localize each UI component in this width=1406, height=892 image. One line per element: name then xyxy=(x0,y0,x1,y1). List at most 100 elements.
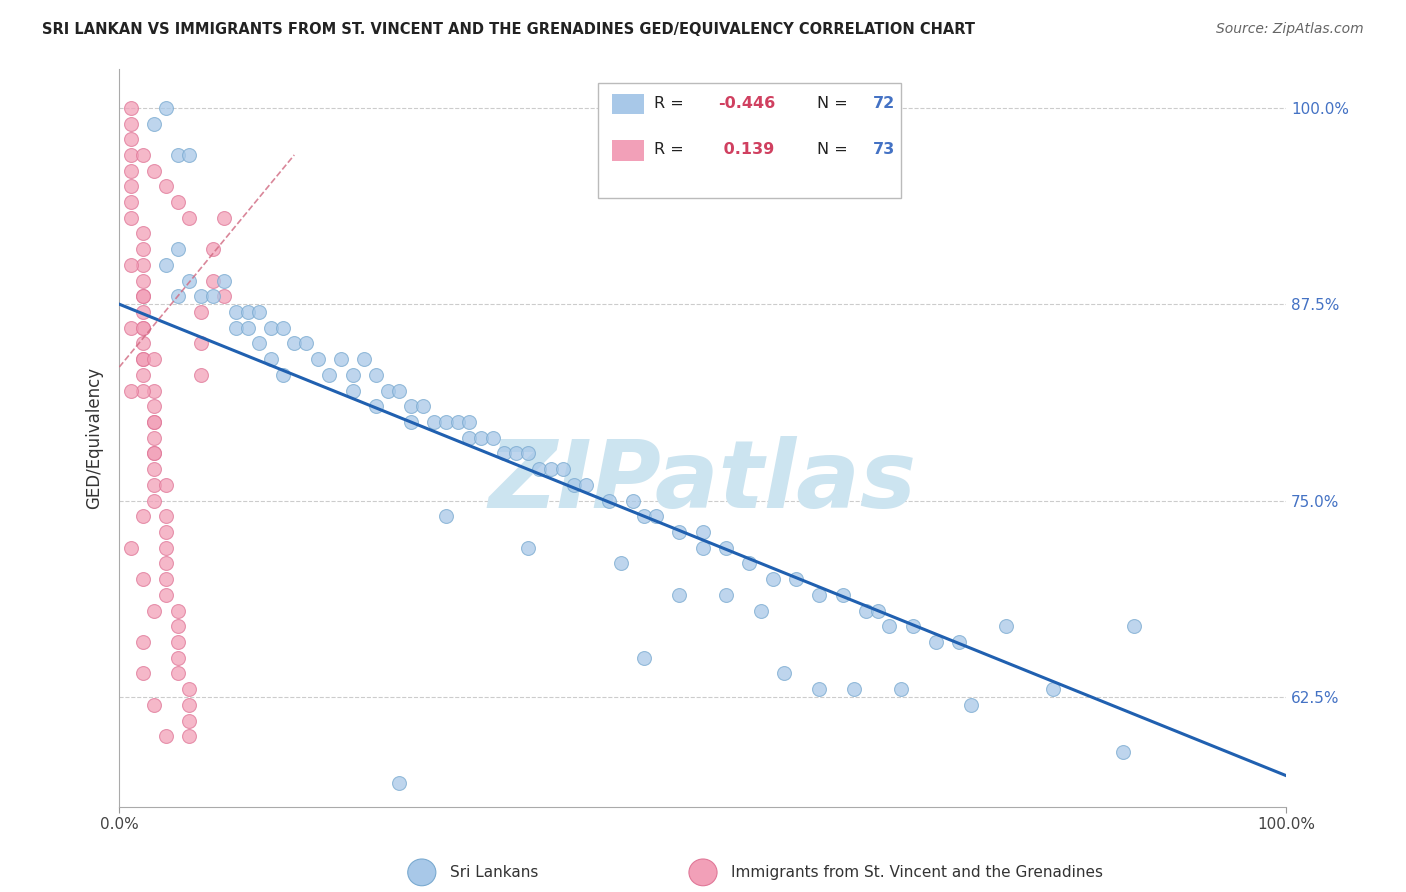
Point xyxy=(190,336,212,351)
Point xyxy=(214,289,236,303)
Point xyxy=(225,320,247,334)
Point xyxy=(143,446,166,460)
Text: 0.139: 0.139 xyxy=(718,142,775,157)
Point xyxy=(446,415,468,429)
Point xyxy=(808,588,831,602)
Point xyxy=(1111,745,1133,759)
Point xyxy=(668,588,690,602)
Point xyxy=(505,446,527,460)
Point xyxy=(925,635,948,649)
Point xyxy=(388,776,411,790)
Point xyxy=(190,305,212,319)
Text: Source: ZipAtlas.com: Source: ZipAtlas.com xyxy=(1216,22,1364,37)
Point xyxy=(120,132,142,146)
Point xyxy=(645,509,668,524)
Point xyxy=(610,557,633,571)
Point xyxy=(960,698,983,712)
Point xyxy=(179,698,201,712)
Point xyxy=(155,509,177,524)
Point xyxy=(131,509,153,524)
Point xyxy=(143,462,166,476)
Point xyxy=(190,289,212,303)
Text: 73: 73 xyxy=(873,142,896,157)
Point xyxy=(855,604,877,618)
Point xyxy=(143,384,166,398)
Point xyxy=(633,650,655,665)
Point xyxy=(458,415,481,429)
Point xyxy=(166,195,188,210)
Point xyxy=(179,714,201,728)
Point xyxy=(143,116,166,130)
Point xyxy=(131,274,153,288)
Point xyxy=(948,635,970,649)
Point xyxy=(749,604,772,618)
Point xyxy=(714,588,737,602)
Point xyxy=(143,493,166,508)
Text: N =: N = xyxy=(817,142,853,157)
Text: R =: R = xyxy=(654,142,689,157)
Point xyxy=(342,384,364,398)
Point xyxy=(692,524,714,539)
Point xyxy=(808,682,831,697)
Point xyxy=(166,619,188,633)
Point xyxy=(131,258,153,272)
Point xyxy=(155,258,177,272)
Point xyxy=(1123,619,1146,633)
Point xyxy=(120,101,142,115)
Point xyxy=(131,320,153,334)
Point xyxy=(179,682,201,697)
Point xyxy=(260,320,283,334)
Point xyxy=(166,666,188,681)
Point xyxy=(364,368,387,382)
Point xyxy=(120,384,142,398)
Point xyxy=(214,211,236,225)
Point xyxy=(494,446,516,460)
Point xyxy=(131,368,153,382)
Point xyxy=(201,289,224,303)
Point xyxy=(120,258,142,272)
Text: ZIPatlas: ZIPatlas xyxy=(488,436,917,528)
Point xyxy=(481,431,503,445)
FancyBboxPatch shape xyxy=(612,140,644,161)
Point xyxy=(131,242,153,256)
Point xyxy=(120,163,142,178)
Point xyxy=(131,635,153,649)
Point xyxy=(388,384,411,398)
Point xyxy=(143,478,166,492)
Point xyxy=(283,336,305,351)
Point xyxy=(318,368,340,382)
Point xyxy=(844,682,866,697)
Point xyxy=(633,509,655,524)
Point xyxy=(529,462,551,476)
Point xyxy=(166,242,188,256)
Point xyxy=(131,666,153,681)
Point xyxy=(540,462,562,476)
Point xyxy=(516,446,538,460)
Point xyxy=(329,352,352,367)
Point xyxy=(166,289,188,303)
Point xyxy=(131,572,153,586)
Point xyxy=(307,352,329,367)
Point xyxy=(866,604,889,618)
Point xyxy=(342,368,364,382)
Point xyxy=(668,524,690,539)
Point xyxy=(120,148,142,162)
Point xyxy=(131,289,153,303)
Point xyxy=(143,698,166,712)
Point xyxy=(143,415,166,429)
Point xyxy=(692,541,714,555)
Point xyxy=(131,384,153,398)
Point xyxy=(271,368,294,382)
Point xyxy=(143,163,166,178)
Point xyxy=(271,320,294,334)
Point xyxy=(260,352,283,367)
Point xyxy=(143,604,166,618)
Point xyxy=(247,305,270,319)
Point xyxy=(831,588,853,602)
Text: Sri Lankans: Sri Lankans xyxy=(450,865,538,880)
Point xyxy=(412,400,434,414)
Point xyxy=(225,305,247,319)
Point xyxy=(458,431,481,445)
Point xyxy=(155,179,177,194)
Point xyxy=(247,336,270,351)
